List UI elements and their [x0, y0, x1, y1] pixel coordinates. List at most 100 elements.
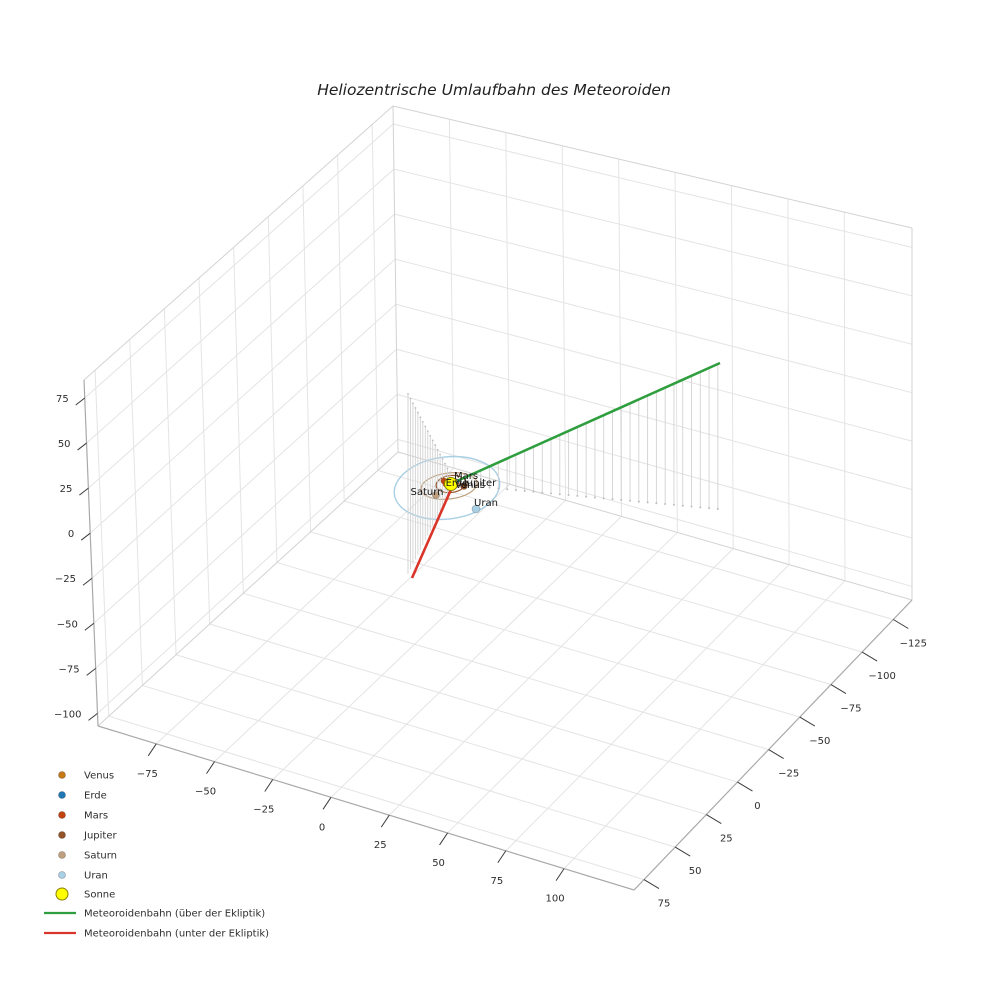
- z-tick-label: 50: [58, 439, 71, 450]
- left-wall-gridline-y: [94, 370, 110, 717]
- stem-dot: [585, 495, 588, 498]
- z-tick-label: −100: [54, 709, 81, 720]
- planet-label-erde: Erde: [446, 478, 469, 489]
- stem-dot: [441, 458, 444, 460]
- legend-item-uran: Uran: [58, 871, 108, 882]
- y-tick-mark: [737, 781, 753, 792]
- legend-marker: [58, 791, 66, 799]
- floor-gridline-y: [310, 531, 832, 686]
- planet-label-mars: Mars: [454, 471, 478, 482]
- stem-dot: [431, 439, 434, 442]
- stem-dot: [426, 430, 429, 433]
- z-tick-mark: [82, 577, 93, 586]
- x-tick-label: 25: [374, 840, 387, 851]
- axis-lines: [83, 379, 913, 891]
- stem-dot: [446, 467, 449, 470]
- right-wall-gridline-x: [843, 212, 846, 581]
- stem-dot: [716, 507, 719, 510]
- y-tick-label: 75: [658, 899, 671, 910]
- right-wall-gridline-x: [787, 198, 790, 565]
- stem-dot: [421, 420, 424, 423]
- box-edge: [97, 451, 399, 727]
- left-wall-gridline-z: [88, 213, 395, 489]
- z-tick-label: −50: [57, 619, 78, 630]
- legend-marker: [55, 887, 69, 901]
- floor-gridline-x: [214, 483, 511, 763]
- stem-dot: [414, 407, 417, 409]
- right-wall-gridline-z: [397, 393, 913, 539]
- floor-gridline-y: [175, 654, 707, 816]
- stem-dot: [620, 498, 623, 501]
- stem-dot: [637, 500, 640, 503]
- stem-dot: [419, 416, 422, 419]
- planet-label-venus: Venus: [455, 480, 485, 491]
- stem-dot: [655, 502, 658, 505]
- x-tick-label: 100: [546, 894, 565, 905]
- left-wall-gridline-y: [163, 308, 177, 655]
- x-tick-mark: [147, 743, 157, 757]
- stem-dot: [611, 498, 614, 501]
- stem-dot: [434, 444, 437, 446]
- right-wall-grid: [393, 119, 913, 587]
- stem-dot: [576, 494, 579, 497]
- right-wall-gridline-x: [505, 132, 511, 485]
- legend-item-meteoroidenbahn-ber-der-ekliptik-: Meteoroidenbahn (über der Ekliptik): [44, 909, 265, 920]
- planet-label-saturn: Saturn: [410, 487, 443, 498]
- right-wall-gridline-x: [561, 145, 567, 501]
- z-tick-mark: [86, 667, 96, 676]
- stem-dot: [436, 448, 439, 451]
- trajectory-below: [410, 484, 455, 579]
- box-edges: [83, 105, 913, 727]
- stem-dot: [409, 397, 412, 400]
- stem-dot: [444, 462, 446, 465]
- right-wall-gridline-x: [448, 119, 455, 469]
- z-tick-mark: [88, 712, 98, 721]
- stem-dot: [407, 393, 409, 395]
- left-wall-gridline-z: [89, 258, 396, 534]
- box-edge: [392, 105, 399, 453]
- box-edge: [392, 105, 913, 229]
- left-wall-gridline-y: [337, 155, 345, 502]
- stem-dot: [629, 499, 632, 502]
- box-edge: [397, 451, 913, 601]
- floor-gridline-x: [563, 580, 846, 869]
- legend-label: Saturn: [84, 851, 117, 862]
- planet-label-uran: Uran: [474, 498, 498, 509]
- y-tick-label: −100: [868, 671, 895, 682]
- stem-dot: [424, 425, 427, 428]
- x-tick-mark: [322, 797, 332, 810]
- legend-item-venus: Venus: [58, 771, 114, 782]
- left-wall-gridline-z: [91, 303, 397, 579]
- y-tick-label: −50: [809, 736, 830, 747]
- planet-dot-saturn: [432, 491, 440, 499]
- floor-gridline-y: [108, 715, 645, 881]
- right-wall-gridline-z: [395, 258, 913, 394]
- x-tick-label: −75: [137, 769, 158, 780]
- stem-dot: [567, 494, 570, 497]
- axis-line: [633, 599, 913, 891]
- z-tick-label: 25: [60, 484, 73, 495]
- legend-marker: [58, 811, 66, 819]
- z-tick-label: −75: [59, 664, 80, 675]
- meteoroid-stems-below-ecliptic: [407, 393, 451, 574]
- sun-marker: [444, 477, 458, 491]
- z-tick-mark: [75, 397, 86, 406]
- y-tick-mark: [768, 749, 784, 759]
- legend-marker: [58, 771, 66, 779]
- right-wall-gridline-x: [730, 185, 734, 549]
- z-tick-label: 0: [68, 529, 74, 540]
- x-tick-mark: [555, 868, 565, 881]
- legend-label: Uran: [84, 871, 108, 882]
- left-wall-gridline-z: [84, 123, 394, 399]
- stem-dot: [550, 492, 553, 495]
- right-wall-gridline-z: [393, 123, 913, 248]
- axis-line: [97, 725, 635, 891]
- z-tick-mark: [80, 532, 91, 541]
- legend-label: Erde: [84, 791, 107, 802]
- left-wall-gridline-y: [198, 278, 211, 625]
- z-tick-label: 75: [56, 394, 69, 405]
- z-tick-label: −25: [55, 574, 76, 585]
- stem-dot: [488, 486, 491, 489]
- stem-dot: [602, 497, 605, 500]
- stem-dot: [497, 487, 500, 490]
